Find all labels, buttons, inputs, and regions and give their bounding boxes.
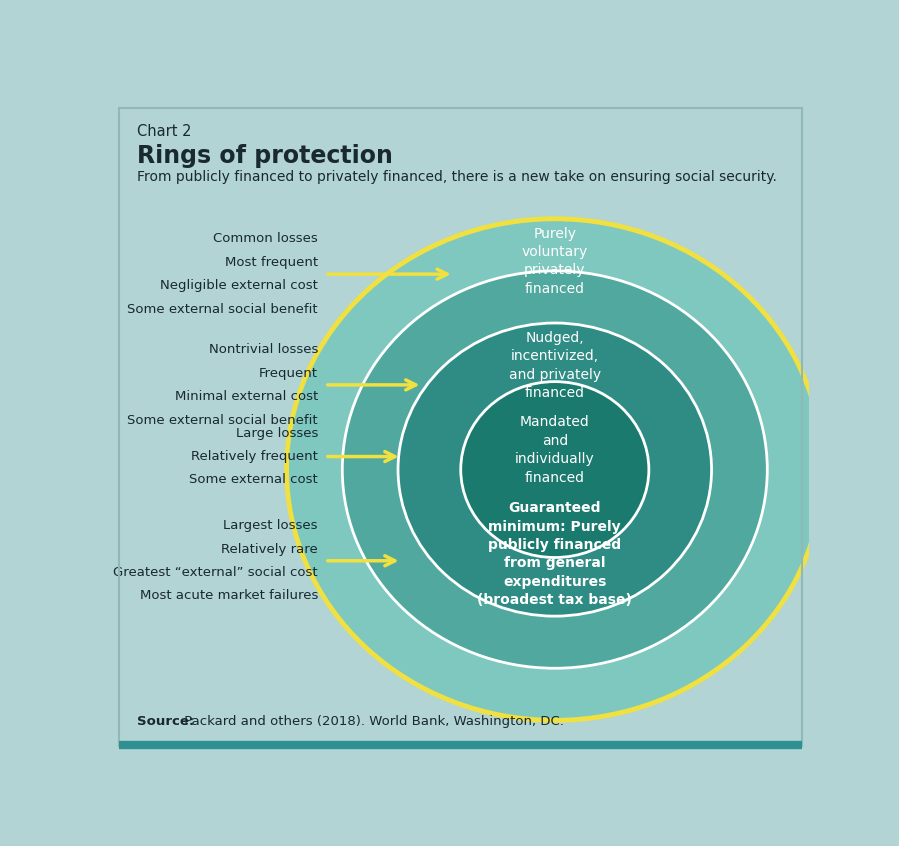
Text: Mandated
and
individually
financed: Mandated and individually financed (515, 415, 594, 485)
Text: Source:: Source: (137, 715, 194, 728)
Text: Purely
voluntary
privately
financed: Purely voluntary privately financed (521, 227, 588, 296)
Text: Nudged,
incentivized,
and privately
financed: Nudged, incentivized, and privately fina… (509, 331, 601, 400)
Text: Largest losses: Largest losses (224, 519, 318, 532)
Text: Some external social benefit: Some external social benefit (128, 303, 318, 316)
Text: Relatively frequent: Relatively frequent (191, 450, 318, 463)
Text: Negligible external cost: Negligible external cost (160, 279, 318, 293)
Text: Rings of protection: Rings of protection (137, 144, 393, 168)
Text: Common losses: Common losses (213, 233, 318, 245)
Circle shape (460, 382, 649, 558)
Text: Most frequent: Most frequent (225, 256, 318, 269)
Text: Chart 2: Chart 2 (137, 124, 191, 140)
Circle shape (343, 271, 768, 668)
Circle shape (398, 323, 712, 616)
Text: Some external cost: Some external cost (189, 474, 318, 486)
Circle shape (287, 219, 823, 721)
Text: Frequent: Frequent (259, 366, 318, 380)
Text: Nontrivial losses: Nontrivial losses (209, 343, 318, 356)
Text: Relatively rare: Relatively rare (221, 542, 318, 556)
Text: From publicly financed to privately financed, there is a new take on ensuring so: From publicly financed to privately fina… (137, 170, 777, 184)
Text: Most acute market failures: Most acute market failures (139, 590, 318, 602)
Text: Greatest “external” social cost: Greatest “external” social cost (113, 566, 318, 579)
Text: Some external social benefit: Some external social benefit (128, 414, 318, 426)
Text: Large losses: Large losses (236, 426, 318, 440)
Text: Minimal external cost: Minimal external cost (174, 390, 318, 403)
Text: Packard and others (2018). World Bank, Washington, DC.: Packard and others (2018). World Bank, W… (180, 715, 564, 728)
Text: Guaranteed
minimum: Purely
publicly financed
from general
expenditures
(broadest: Guaranteed minimum: Purely publicly fina… (477, 502, 632, 607)
